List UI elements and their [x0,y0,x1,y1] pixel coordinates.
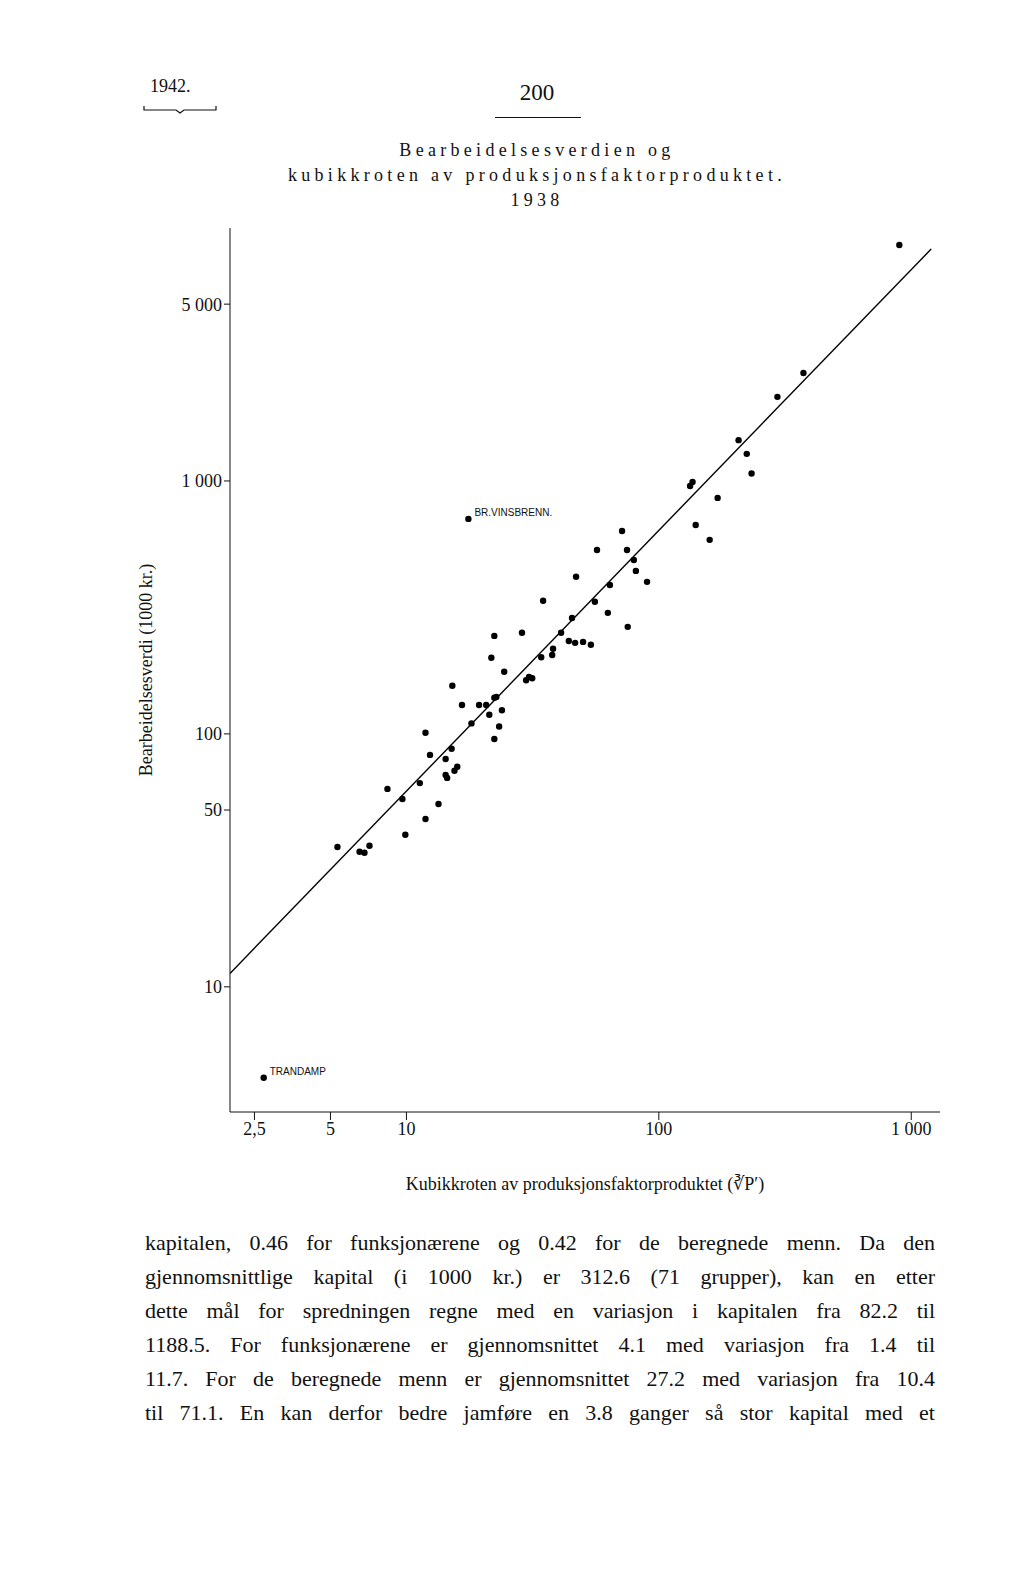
html-text:kubikkroten av produksjonsfakt: kubikkroten av produksjonsfaktorprodukte… [288,165,786,185]
html-text:Bearbeidelsesverdien og: Bearbeidelsesverdien og [399,140,675,160]
svg-text:10: 10 [397,1119,415,1139]
svg-text:50: 50 [204,800,222,820]
html-text:1188.5. For funksjonærene er g: 1188.5. For funksjonærene er gjennomsnit… [145,1332,935,1357]
svg-text:100: 100 [195,724,222,744]
svg-text:100: 100 [645,1119,672,1139]
svg-text:Bearbeidelsesverdi (1000 kr.): Bearbeidelsesverdi (1000 kr.) [136,564,157,776]
html-text:11.7. For de beregnede menn er: 11.7. For de beregnede menn er gjennomsn… [145,1366,935,1391]
html-text:1938: 1938 [510,190,564,210]
svg-text:10: 10 [204,977,222,997]
svg-text:1 000: 1 000 [182,471,223,491]
svg-text:5 000: 5 000 [182,295,223,315]
svg-text:Kubikkroten av produksjonsfakt: Kubikkroten av produksjonsfaktorprodukte… [406,1174,764,1195]
svg-text:TRANDAMP: TRANDAMP [270,1066,326,1077]
html-text:dette mål for spredningen regn: dette mål for spredningen regne med en v… [145,1298,935,1323]
html-text:gjennomsnittlige kapital (i 10: gjennomsnittlige kapital (i 1000 kr.) er… [145,1264,935,1289]
svg-text:5: 5 [326,1119,335,1139]
html-text:1942.: 1942. [150,76,191,96]
svg-text:BR.VINSBRENN.: BR.VINSBRENN. [474,507,552,518]
html-text:kapitalen, 0.46 for funksjonær: kapitalen, 0.46 for funksjonærene og 0.4… [145,1230,935,1255]
html-text:200: 200 [519,80,555,105]
html-text:til 71.1. En kan derfor bedre: til 71.1. En kan derfor bedre jamføre en… [145,1400,935,1425]
svg-text:1 000: 1 000 [891,1119,932,1139]
svg-text:2,5: 2,5 [243,1119,266,1139]
